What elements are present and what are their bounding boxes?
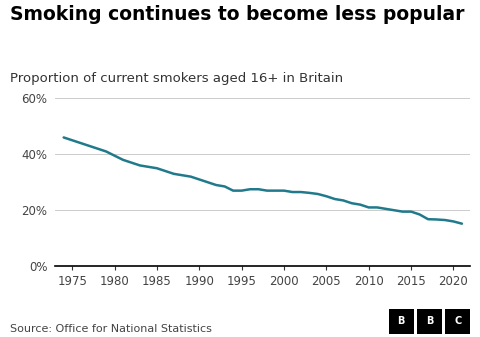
Text: Proportion of current smokers aged 16+ in Britain: Proportion of current smokers aged 16+ i… [10,72,343,86]
Text: Smoking continues to become less popular: Smoking continues to become less popular [10,5,464,24]
Text: B: B [426,316,433,327]
Text: C: C [454,316,462,327]
Text: B: B [397,316,405,327]
Text: Source: Office for National Statistics: Source: Office for National Statistics [10,324,212,334]
